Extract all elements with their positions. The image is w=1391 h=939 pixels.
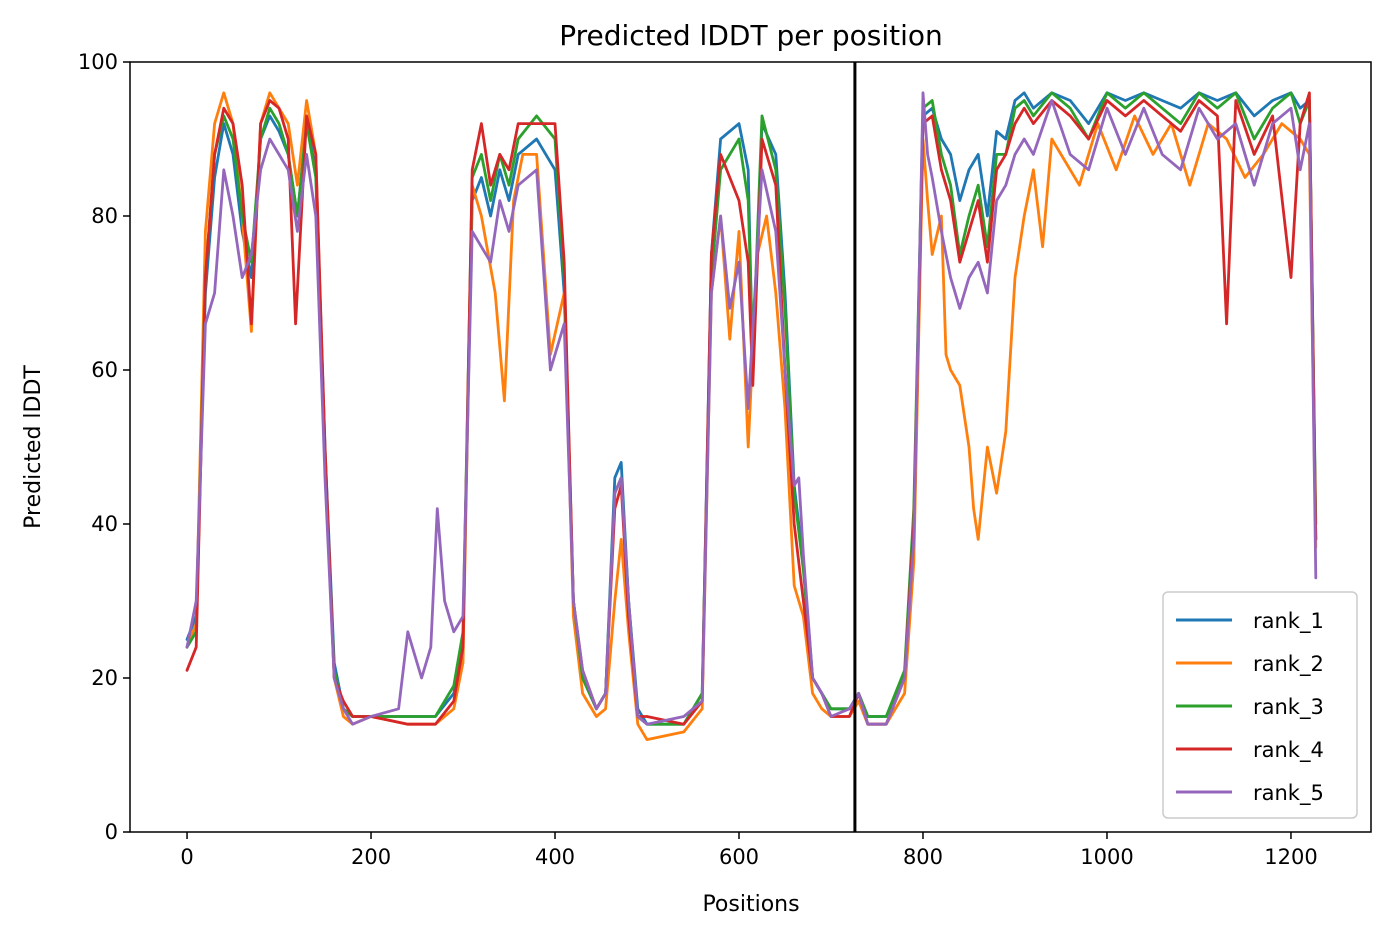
y-tick-label: 80: [91, 204, 118, 228]
x-axis-label: Positions: [702, 892, 799, 917]
chart-title: Predicted lDDT per position: [559, 19, 943, 52]
y-axis-ticks: 0 20 40 60 80 100: [78, 50, 130, 844]
legend-label-rank_2: rank_2: [1253, 652, 1324, 677]
series-line-rank_5: [185, 91, 1318, 726]
y-tick-label: 0: [105, 820, 118, 844]
y-tick-label: 20: [91, 666, 118, 690]
x-tick-label: 1200: [1264, 845, 1317, 869]
legend-box: [1162, 591, 1358, 819]
x-tick-label: 0: [180, 845, 193, 869]
legend-label-rank_3: rank_3: [1253, 695, 1324, 720]
legend-label-rank_1: rank_1: [1253, 609, 1324, 634]
legend: rank_1 rank_2 rank_3 rank_4 rank_5: [1162, 591, 1358, 819]
series-layer: [185, 91, 1318, 741]
x-tick-label: 1000: [1080, 845, 1133, 869]
y-tick-label: 40: [91, 512, 118, 536]
x-tick-label: 600: [719, 845, 759, 869]
x-tick-label: 800: [903, 845, 943, 869]
y-tick-label: 60: [91, 358, 118, 382]
legend-label-rank_5: rank_5: [1253, 781, 1324, 806]
x-tick-label: 400: [535, 845, 575, 869]
y-axis-label: Predicted lDDT: [21, 365, 46, 529]
y-tick-label: 100: [78, 50, 118, 74]
x-tick-label: 200: [351, 845, 391, 869]
legend-label-rank_4: rank_4: [1253, 738, 1324, 763]
x-axis-ticks: 0 200 400 600 800 1000 1200: [180, 832, 1318, 869]
plot-frame: [129, 61, 1372, 833]
